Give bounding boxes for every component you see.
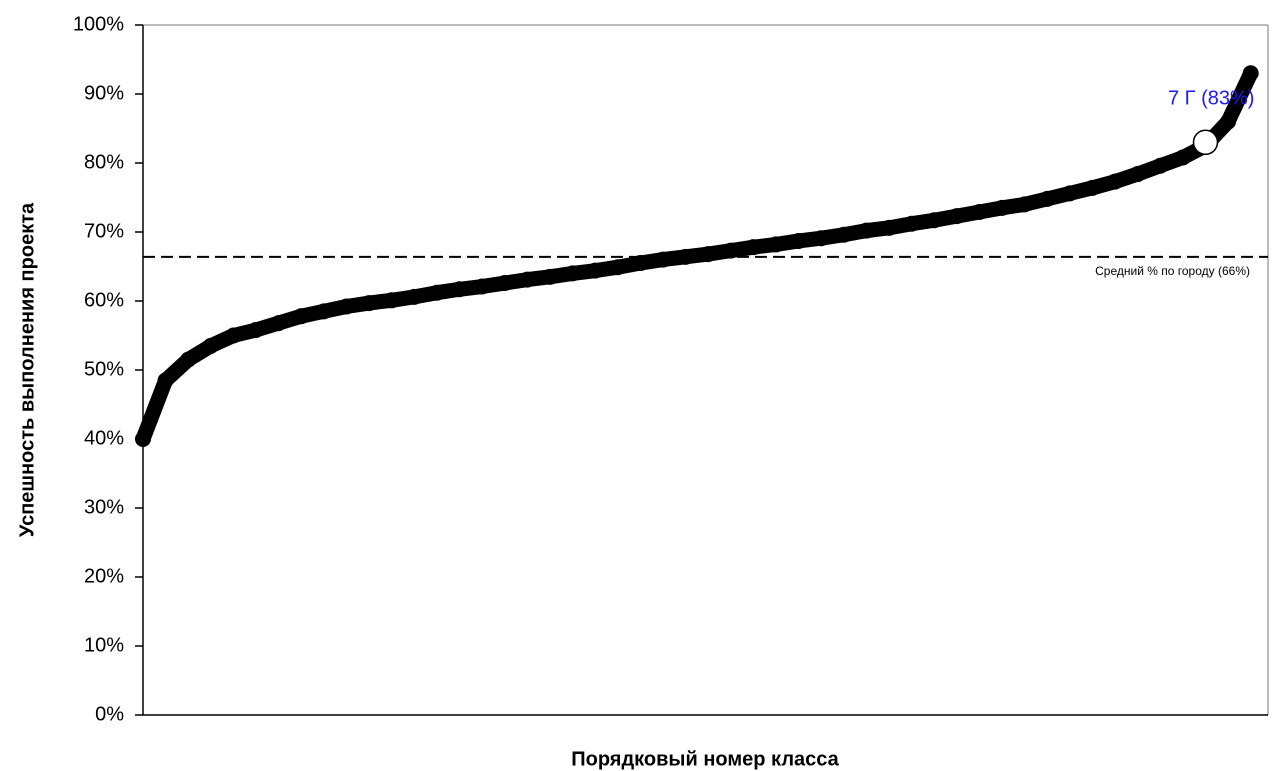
- reference-label: Средний % по городу (66%): [1095, 264, 1250, 278]
- y-tick-label: 20%: [84, 565, 124, 587]
- y-axis-title: Успешность выполнения проекта: [16, 202, 38, 537]
- data-point: [835, 226, 852, 243]
- highlight-label: 7 Г (83%): [1168, 88, 1254, 110]
- y-tick-label: 40%: [84, 427, 124, 449]
- data-point: [722, 242, 739, 259]
- data-point: [248, 321, 265, 338]
- y-tick-label: 0%: [95, 703, 124, 725]
- data-point: [293, 308, 310, 325]
- data-point: [428, 284, 445, 301]
- x-axis-title: Порядковый номер класса: [571, 748, 839, 770]
- data-point: [677, 248, 694, 265]
- data-point: [700, 246, 717, 263]
- data-point: [587, 262, 604, 279]
- data-point: [451, 281, 468, 298]
- y-tick-label: 70%: [84, 220, 124, 242]
- data-point: [745, 239, 762, 256]
- data-point: [564, 265, 581, 282]
- data-point: [1061, 185, 1078, 202]
- data-point: [157, 372, 174, 389]
- data-point: [1174, 149, 1191, 166]
- data-point: [474, 278, 491, 295]
- data-point: [632, 255, 649, 272]
- data-point: [406, 288, 423, 305]
- data-point: [1242, 65, 1259, 82]
- data-point: [1016, 196, 1033, 213]
- data-point: [767, 236, 784, 253]
- data-point: [1039, 190, 1056, 207]
- data-point: [383, 292, 400, 309]
- y-tick-label: 50%: [84, 358, 124, 380]
- data-point: [541, 268, 558, 285]
- data-point: [1084, 179, 1101, 196]
- data-point: [1152, 157, 1169, 174]
- data-point: [994, 199, 1011, 216]
- data-point: [971, 203, 988, 220]
- data-point: [361, 295, 378, 312]
- data-point: [1129, 166, 1146, 183]
- y-tick-label: 90%: [84, 82, 124, 104]
- data-point: [813, 230, 830, 247]
- data-point: [338, 298, 355, 315]
- data-point: [519, 271, 536, 288]
- data-point: [496, 275, 513, 292]
- data-point: [609, 259, 626, 276]
- data-point: [1220, 113, 1237, 130]
- data-point: [315, 303, 332, 320]
- data-point: [790, 232, 807, 249]
- data-point: [270, 315, 287, 332]
- data-point: [948, 208, 965, 225]
- y-tick-label: 80%: [84, 151, 124, 173]
- data-point: [654, 251, 671, 268]
- data-point: [926, 212, 943, 229]
- data-point: [225, 327, 242, 344]
- data-point: [903, 215, 920, 232]
- y-tick-label: 30%: [84, 496, 124, 518]
- y-tick-label: 10%: [84, 634, 124, 656]
- highlight-point: [1192, 129, 1219, 156]
- data-point: [881, 219, 897, 236]
- y-tick-label: 100%: [73, 13, 124, 35]
- data-point: [180, 351, 197, 368]
- data-point: [1107, 173, 1124, 190]
- data-point: [135, 431, 151, 447]
- data-point: [858, 222, 875, 239]
- y-tick-label: 60%: [84, 289, 124, 311]
- data-point: [202, 337, 219, 354]
